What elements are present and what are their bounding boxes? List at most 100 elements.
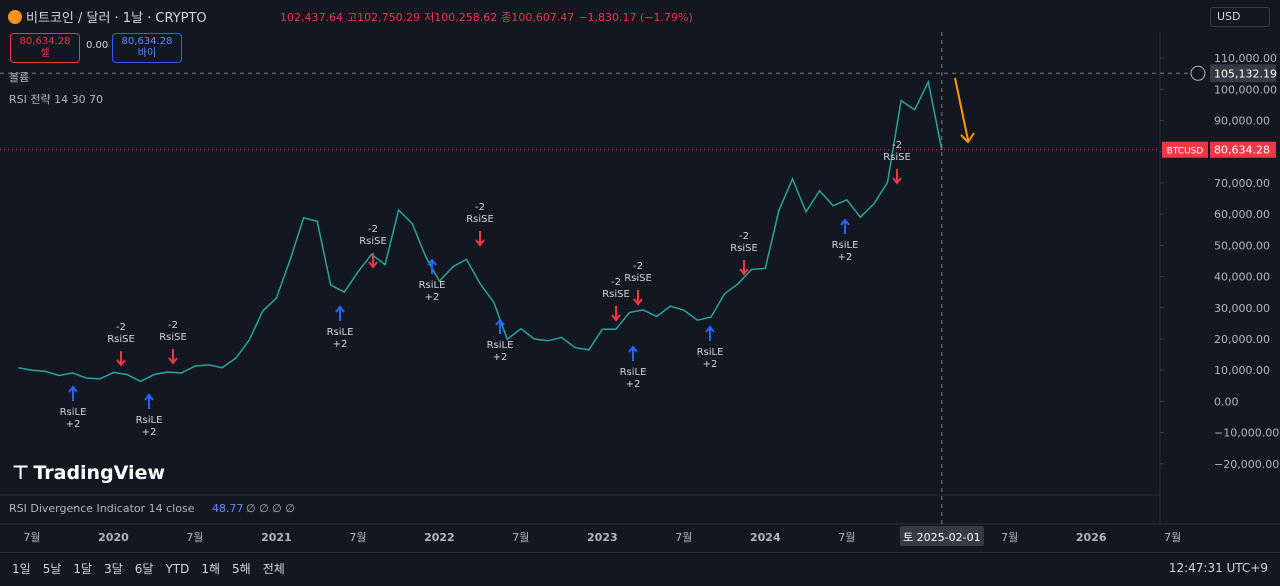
y-tick-label: −10,000.00: [1214, 427, 1279, 440]
long-arrow: [840, 218, 850, 234]
x-tick-label: 7월: [1164, 531, 1181, 544]
y-tick-label: 110,000.00: [1214, 52, 1277, 65]
open: 102,437.64: [280, 11, 343, 24]
long-arrow: [628, 345, 638, 361]
x-tick-label: 7월: [675, 531, 692, 544]
signal-label: RsiLE: [136, 415, 163, 426]
long-arrow: [705, 325, 715, 341]
x-tick-label: 2023: [587, 531, 618, 544]
annotation-arrowhead: [960, 132, 975, 144]
buy-button[interactable]: 80,634.28 바이: [112, 33, 182, 63]
y-tick-label: 70,000.00: [1214, 177, 1270, 190]
y-tick-label: 60,000.00: [1214, 208, 1270, 221]
short-arrow: [116, 351, 126, 367]
range-button[interactable]: 5해: [232, 562, 251, 576]
high: 고102,750.29: [346, 11, 421, 24]
crosshair-date-box: [899, 526, 984, 546]
y-tick-label: 50,000.00: [1214, 239, 1270, 252]
symbol-tag: [1162, 141, 1208, 158]
x-tick-label: 2026: [1076, 531, 1107, 544]
sell-label: 셀: [40, 48, 50, 59]
signal-qty: -2: [475, 202, 485, 213]
x-tick-label: 7월: [1001, 531, 1018, 544]
signal-qty: +2: [626, 379, 641, 390]
x-tick-label: 2022: [424, 531, 455, 544]
signal-qty: -2: [739, 231, 749, 242]
signal-qty: +2: [425, 292, 440, 303]
range-button[interactable]: 5날: [42, 562, 62, 576]
y-tick-label: 10,000.00: [1214, 364, 1270, 377]
top-bar: 비트코인 / 달러 · 1날 · CRYPTO 102,437.64 고102,7…: [0, 0, 1280, 32]
sell-button[interactable]: 80,634.28 셀: [10, 33, 80, 63]
indicator-name: RSI Divergence Indicator 14 close: [9, 502, 195, 515]
x-tick-label: 7월: [349, 531, 366, 544]
signal-qty: +2: [333, 339, 348, 350]
signal-qty: +2: [703, 359, 718, 370]
x-tick-label: 2024: [750, 531, 781, 544]
signal-label: RsiLE: [60, 407, 87, 418]
range-button[interactable]: YTD: [165, 562, 190, 576]
indicator-value: 48.77: [212, 502, 244, 515]
clock: 12:47:31 UTC+9: [1168, 561, 1268, 575]
long-arrow: [144, 393, 154, 409]
short-arrow: [633, 290, 643, 306]
x-tick-label: 7월: [838, 531, 855, 544]
long-arrow: [495, 318, 505, 334]
price-line: [18, 79, 943, 383]
signal-label: RsiLE: [832, 240, 859, 251]
x-tick-label: 2021: [261, 531, 292, 544]
signal-label: RsiLE: [419, 280, 446, 291]
signal-qty: -2: [611, 277, 621, 288]
range-button[interactable]: 6달: [134, 562, 154, 576]
signal-label: RsiSE: [359, 236, 387, 247]
range-button[interactable]: 전체: [262, 562, 285, 576]
buy-label: 바이: [137, 48, 157, 59]
signal-qty: -2: [633, 261, 643, 272]
annotation-arrow: [954, 77, 969, 141]
signal-label: RsiSE: [107, 334, 135, 345]
range-button[interactable]: 1해: [201, 562, 221, 576]
last-price-box: [1210, 141, 1276, 158]
signal-label: RsiLE: [487, 340, 514, 351]
long-arrow: [427, 258, 437, 274]
indicator-extras: ∅ ∅ ∅ ∅: [246, 502, 295, 515]
y-tick-label: −20,000.00: [1214, 458, 1279, 471]
signal-qty: +2: [838, 252, 853, 263]
signal-label: RsiLE: [620, 367, 647, 378]
symbol-text: 비트코인 / 달러 · 1날 · CRYPTO: [26, 11, 207, 26]
currency-select[interactable]: USD: [1210, 7, 1270, 27]
signal-label: RsiSE: [883, 152, 911, 163]
signal-qty: -2: [168, 320, 178, 331]
short-arrow: [475, 231, 485, 247]
y-tick-label: 40,000.00: [1214, 271, 1270, 284]
spread: 0.00: [86, 40, 109, 51]
sell-price: 80,634.28: [19, 36, 71, 47]
symbol[interactable]: 비트코인 / 달러 · 1날 · CRYPTO: [8, 7, 207, 26]
range-button[interactable]: 1달: [73, 562, 93, 576]
y-tick-label: 90,000.00: [1214, 115, 1270, 128]
x-tick-label: 토 2025-02-01: [903, 531, 981, 544]
signal-label: RsiSE: [730, 243, 758, 254]
long-arrow: [335, 305, 345, 321]
signal-qty: -2: [368, 224, 378, 235]
crosshair-price: 105,132.19: [1214, 67, 1277, 80]
range-buttons: 1일 5날 1달 3달 6달 YTD 1해 5해 전체: [0, 562, 285, 576]
chart: −20,000.00 −10,000.00 0.00 10,000.00 20,000.…: [0, 32, 1280, 546]
symbol-tag-label: BTCUSD: [1167, 147, 1204, 157]
logo-text: TradingView: [33, 462, 166, 484]
volume-legend: 볼륨: [9, 71, 30, 84]
strategy-legend: RSI 전략 14 30 70: [9, 93, 104, 106]
low: 저100,258.62: [424, 11, 498, 24]
x-tick-label: 7월: [186, 531, 203, 544]
crosshair-plus: [1190, 65, 1206, 81]
close: 종100,607.47: [501, 11, 575, 24]
y-tick-label: 0.00: [1214, 395, 1239, 408]
x-tick-label: 2020: [98, 531, 129, 544]
short-arrow: [739, 260, 749, 276]
range-button[interactable]: 3달: [104, 562, 123, 576]
crosshair-price-box: [1210, 64, 1276, 83]
y-tick-label: 100,000.00: [1214, 83, 1277, 96]
signal-qty: -2: [116, 322, 126, 333]
range-button[interactable]: 1일: [12, 562, 31, 576]
